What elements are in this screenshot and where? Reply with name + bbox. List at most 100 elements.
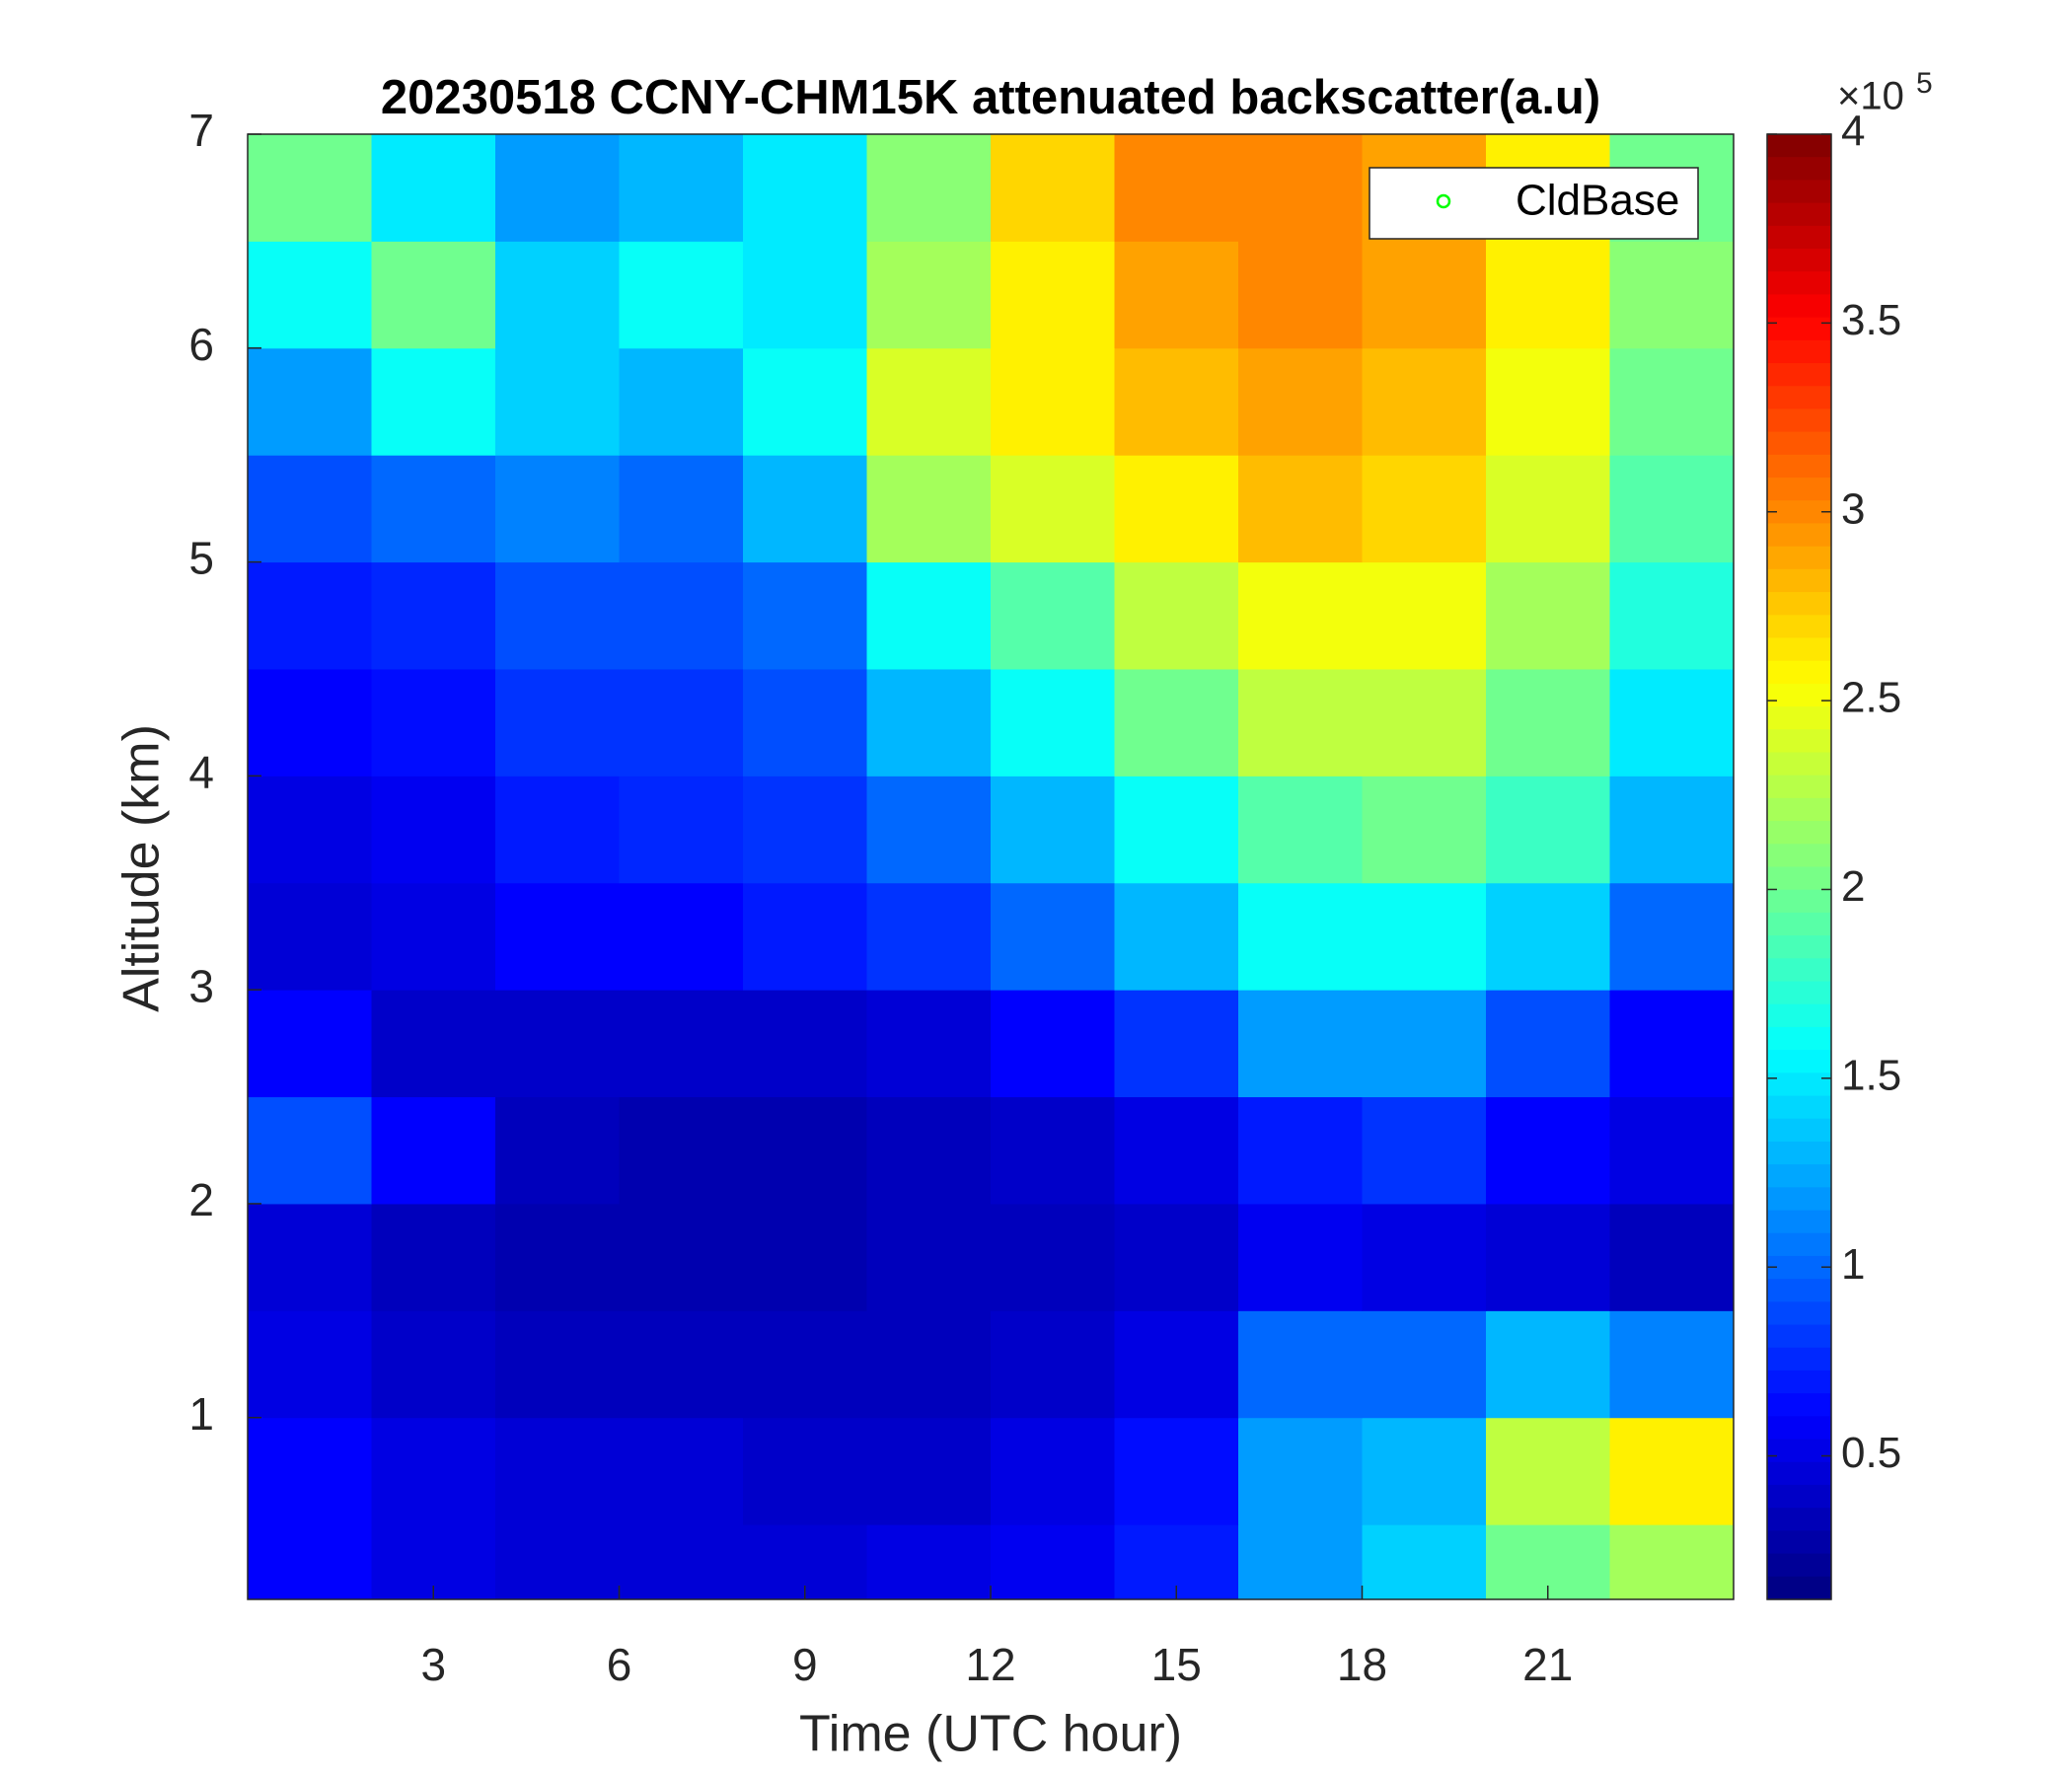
colorbar-tick-label: 1 [1841, 1240, 1865, 1289]
y-tick-label: 5 [188, 533, 214, 584]
heatmap-cell [619, 241, 744, 349]
x-tick-label: 15 [1151, 1639, 1202, 1690]
colorbar-step [1767, 431, 1831, 456]
heatmap-cell [1362, 668, 1487, 777]
colorbar-step [1767, 1210, 1831, 1234]
colorbar-step [1767, 1187, 1831, 1212]
heatmap-cell [1609, 1203, 1735, 1311]
colorbar-step [1767, 752, 1831, 777]
colorbar-step [1767, 1232, 1831, 1257]
y-tick-label: 6 [188, 319, 214, 370]
colorbar-step [1767, 1324, 1831, 1349]
y-tick-label: 4 [188, 747, 214, 798]
heatmap-cell [495, 241, 620, 349]
heatmap-cell [248, 990, 372, 1098]
colorbar-step [1767, 1508, 1831, 1531]
heatmap-cell [495, 1417, 620, 1525]
heatmap-cell [991, 668, 1115, 777]
heatmap-cell [866, 455, 992, 563]
colorbar-step [1767, 1347, 1831, 1371]
heatmap-cell [743, 241, 867, 349]
heatmap-cell [743, 134, 867, 242]
colorbar-step [1767, 1530, 1831, 1555]
heatmap-cell [371, 1096, 496, 1205]
heatmap-cell [248, 1417, 372, 1525]
heatmap-cell [1238, 990, 1363, 1098]
heatmap-cell [1362, 776, 1487, 884]
x-tick-label: 6 [607, 1639, 632, 1690]
heatmap-cell [1114, 1203, 1239, 1311]
colorbar-step [1767, 1393, 1831, 1417]
colorbar-step [1767, 706, 1831, 730]
heatmap-cell [1486, 1310, 1610, 1419]
heatmap-cell [1114, 1417, 1239, 1525]
heatmap-cell [1114, 455, 1239, 563]
heatmap-cell [991, 561, 1115, 670]
colorbar-multiplier: ×10 [1837, 75, 1904, 118]
heatmap-cell [1609, 1096, 1735, 1205]
heatmap-cell [991, 1310, 1115, 1419]
heatmap-cell [1609, 241, 1735, 349]
colorbar-step [1767, 1118, 1831, 1143]
colorbar-step [1767, 1164, 1831, 1188]
heatmap-cell [1238, 668, 1363, 777]
heatmap-cell [248, 776, 372, 884]
heatmap-cell [1362, 1524, 1487, 1600]
heatmap-cell [619, 1203, 744, 1311]
heatmap-cell [248, 561, 372, 670]
heatmap-cell [619, 776, 744, 884]
heatmap-cell [1362, 1203, 1487, 1311]
chart-title: 20230518 CCNY-CHM15K attenuated backscat… [381, 71, 1600, 124]
heatmap-cell [1238, 347, 1363, 456]
heatmap-cell [248, 1203, 372, 1311]
heatmap-cell [248, 1524, 372, 1600]
colorbar-step [1767, 1095, 1831, 1120]
heatmap-cell [743, 561, 867, 670]
heatmap-cell [1114, 668, 1239, 777]
heatmap-cell [371, 561, 496, 670]
heatmap-cell [1609, 882, 1735, 991]
heatmap-cell [248, 668, 372, 777]
heatmap-cell [495, 134, 620, 242]
colorbar-step [1767, 568, 1831, 593]
x-tick-label: 9 [792, 1639, 818, 1690]
colorbar-tick-label: 3.5 [1841, 296, 1901, 344]
legend-box [1369, 167, 1699, 240]
colorbar-step [1767, 1301, 1831, 1326]
colorbar-step [1767, 339, 1831, 364]
colorbar-step [1767, 478, 1831, 501]
heatmap-cell [371, 1203, 496, 1311]
heatmap-cell [495, 455, 620, 563]
heatmap-cell [1114, 776, 1239, 884]
heatmap-cell [866, 347, 992, 456]
heatmap-cell [1609, 1417, 1735, 1525]
heatmap-cell [991, 1203, 1115, 1311]
heatmap-cell [1114, 134, 1239, 242]
heatmap-cell [991, 455, 1115, 563]
heatmap-cell [743, 1310, 867, 1419]
heatmap-cell [866, 990, 992, 1098]
heatmap-cell [1114, 1310, 1239, 1419]
colorbar-step [1767, 775, 1831, 799]
heatmap-cell [495, 1096, 620, 1205]
colorbar-step [1767, 500, 1831, 525]
colorbar-step [1767, 1461, 1831, 1486]
colorbar-step [1767, 249, 1831, 272]
heatmap-cell [248, 241, 372, 349]
heatmap-cell [371, 668, 496, 777]
heatmap-cell [1609, 1524, 1735, 1600]
heatmap-cell [743, 668, 867, 777]
heatmap-cell [1238, 1524, 1363, 1600]
colorbar-step [1767, 1050, 1831, 1073]
heatmap-cell [866, 1417, 992, 1525]
heatmap-cell [991, 776, 1115, 884]
x-tick-label: 3 [420, 1639, 446, 1690]
heatmap-cell [1486, 1096, 1610, 1205]
colorbar-tick-label: 4 [1841, 108, 1865, 156]
heatmap-cell [371, 776, 496, 884]
heatmap-cell [1362, 455, 1487, 563]
y-tick-label: 1 [188, 1388, 214, 1440]
heatmap-cell [1114, 241, 1239, 349]
heatmap-cell [743, 990, 867, 1098]
